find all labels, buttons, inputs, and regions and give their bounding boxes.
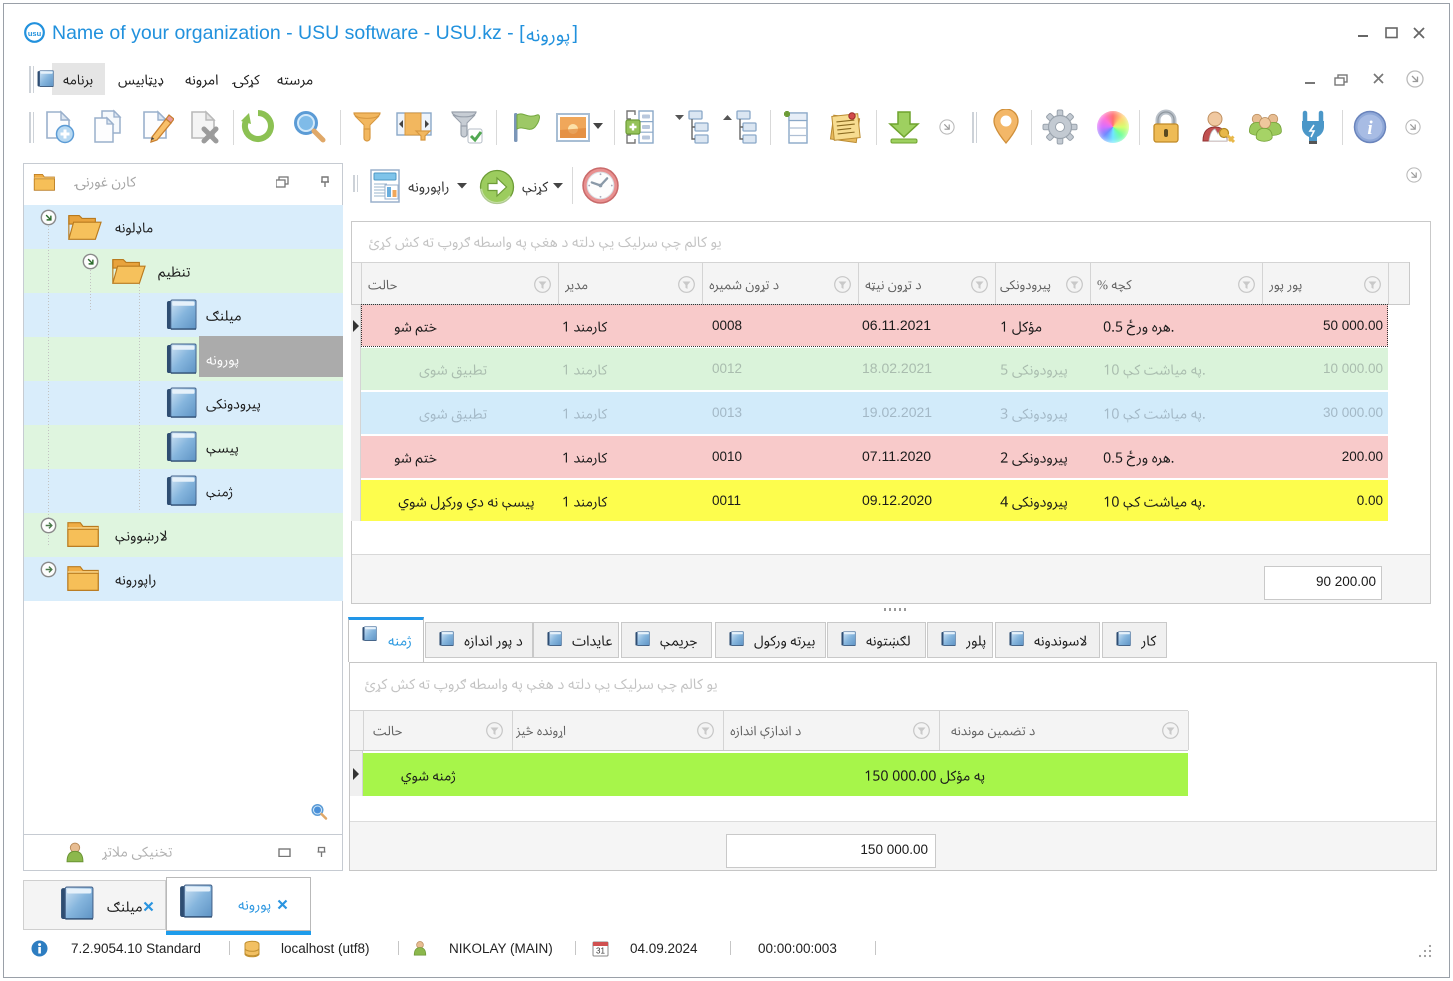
svg-text:31: 31 [596, 947, 605, 956]
svg-text:usu: usu [28, 29, 42, 38]
svg-text:i: i [1367, 118, 1373, 139]
